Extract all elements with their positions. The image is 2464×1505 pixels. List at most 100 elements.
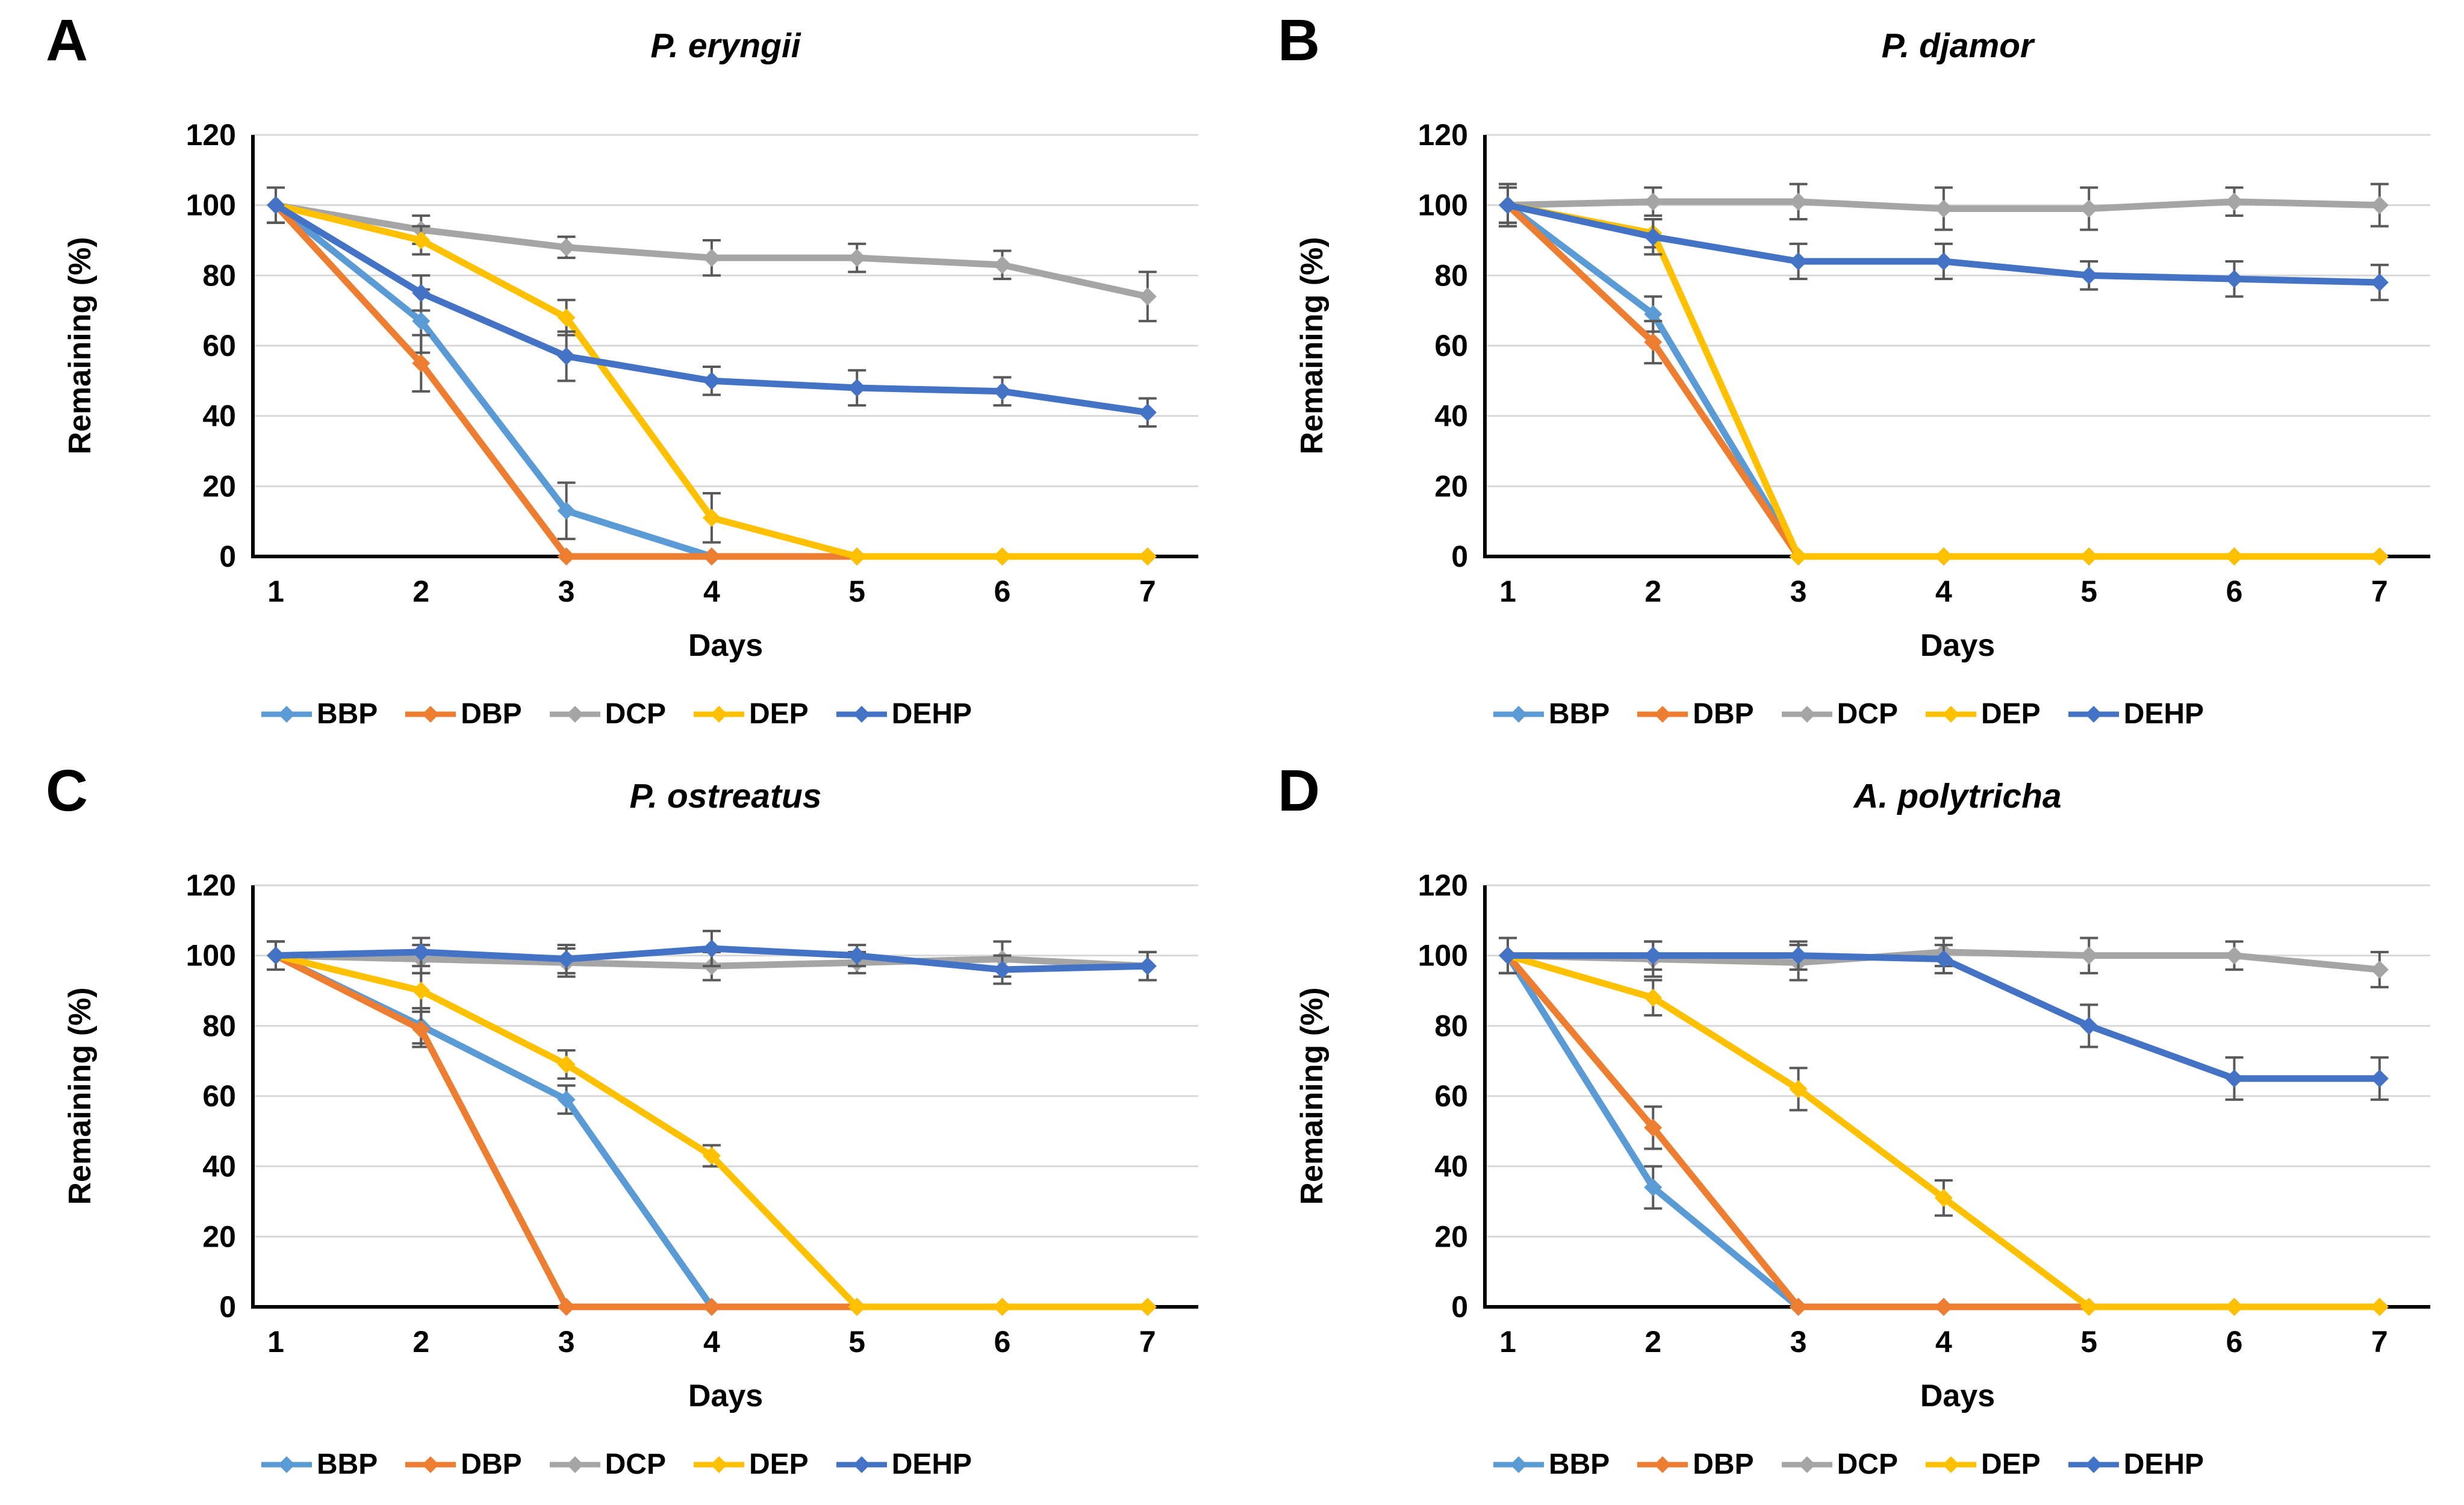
panel-letter: D (1278, 758, 1321, 823)
legend-item-dehp: DEHP (835, 1450, 972, 1479)
panel-b: B P. djamor 120 100 80 60 40 20 0 Remaining (%)… (1232, 8, 2464, 759)
y-tick-labels: 120 100 80 60 40 20 0 (186, 868, 236, 1324)
marker-diamond-icon (1138, 403, 1157, 422)
x-axis-title: Days (1920, 1379, 1995, 1413)
legend-item-dcp: DCP (549, 700, 666, 729)
legend-item-dep: DEP (692, 700, 809, 729)
marker-diamond-icon (1644, 1178, 1663, 1197)
error-bars (267, 940, 721, 1168)
legend-label: DBP (461, 698, 522, 730)
gridlines (253, 884, 1198, 1238)
marker-diamond-icon (2080, 1017, 2098, 1035)
marker-diamond-icon (2080, 946, 2098, 965)
legend-panel-a: BBP DBP DCP DE (0, 689, 1232, 759)
svg-text:2: 2 (412, 575, 429, 608)
legend-item-bbp: BBP (260, 1450, 378, 1479)
marker-diamond-icon (1138, 1298, 1157, 1316)
marker-diamond-icon (993, 1298, 1012, 1316)
svg-text:7: 7 (1139, 575, 1156, 608)
svg-text:100: 100 (1418, 189, 1468, 222)
svg-text:80: 80 (202, 1009, 236, 1042)
x-axis-title: Days (1920, 628, 1995, 663)
legend-label: BBP (1548, 1448, 1610, 1480)
chart-p-eryngii: 120 100 80 60 40 20 0 Remaining (%) 1 2 3 4 5 6 7 Days (63, 118, 1198, 663)
svg-text:20: 20 (1434, 469, 1468, 503)
legend-panel-d: BBP DBP DCP DE (1232, 1439, 2464, 1505)
y-axis-title: Remaining (%) (1295, 237, 1330, 454)
svg-text:1: 1 (267, 1325, 284, 1359)
legend-item-dbp: DBP (1636, 700, 1754, 729)
marker-diamond-icon (2080, 199, 2098, 218)
svg-text:6: 6 (994, 575, 1011, 608)
panel-letter: B (1278, 7, 1321, 73)
marker-diamond-icon (1789, 192, 1808, 211)
svg-text:0: 0 (219, 540, 236, 573)
legend-label: BBP (1548, 698, 1610, 730)
marker-diamond-icon (1789, 252, 1808, 270)
legend-marker-bbp-icon (1493, 1456, 1544, 1473)
legend-item-dehp: DEHP (2067, 1450, 2204, 1479)
marker-diamond-icon (848, 379, 866, 397)
legend-panel-b: BBP DBP DCP DE (1232, 689, 2464, 759)
y-tick-labels: 120 100 80 60 40 20 0 (186, 118, 236, 573)
panel-d: D A. polytricha 120 100 80 60 40 20 0 Remaining… (1232, 759, 2464, 1505)
marker-diamond-icon (1934, 1298, 1953, 1316)
svg-text:80: 80 (202, 258, 236, 292)
legend-item-bbp: BBP (260, 700, 378, 729)
legend-marker-bbp-icon (261, 1456, 312, 1473)
marker-diamond-icon (1789, 1080, 1808, 1098)
series-line (1504, 952, 2383, 1310)
panel-letter: C (46, 758, 89, 823)
svg-text:40: 40 (202, 1150, 236, 1183)
y-axis-title: Remaining (%) (63, 987, 98, 1204)
marker-diamond-icon (1499, 946, 1517, 965)
legend-marker-dbp-icon (1637, 1456, 1688, 1473)
legend-marker-dbp-icon (1637, 706, 1688, 723)
panel-d-header: D A. polytricha (1232, 759, 2464, 849)
marker-diamond-icon (557, 950, 576, 968)
panel-letter: A (46, 7, 89, 73)
svg-text:0: 0 (1451, 540, 1468, 573)
gridlines (1485, 134, 2430, 487)
svg-text:100: 100 (186, 939, 236, 973)
marker-diamond-icon (557, 547, 576, 566)
legend-label: DEHP (891, 698, 972, 730)
marker-diamond-icon (412, 1020, 431, 1039)
svg-text:3: 3 (558, 1325, 575, 1359)
svg-text:7: 7 (1139, 1325, 1156, 1359)
legend-item-dcp: DCP (1781, 1450, 1898, 1479)
legend-marker-dehp-icon (836, 706, 887, 723)
marker-diamond-icon (2370, 961, 2389, 979)
series-dehp (267, 929, 1157, 985)
marker-diamond-icon (848, 547, 866, 566)
legend-marker-dehp-icon (2068, 706, 2119, 723)
svg-text:2: 2 (412, 1325, 429, 1359)
panel-title: A. polytricha (1853, 777, 2062, 815)
chart-p-ostreatus: 120 100 80 60 40 20 0 Remaining (%) 1 2 3 4 5 6 7 Days (63, 868, 1198, 1413)
marker-diamond-icon (2225, 1069, 2244, 1088)
legend-label: DCP (1837, 1448, 1898, 1480)
series-line (272, 952, 1151, 1310)
marker-diamond-icon (412, 312, 431, 331)
legend-label: DEP (1980, 1448, 2041, 1480)
legend-item-dbp: DBP (1636, 1450, 1754, 1479)
series-dep (267, 940, 1157, 1316)
svg-text:60: 60 (202, 329, 236, 363)
panel-c-header: C P. ostreatus (0, 759, 1232, 849)
marker-diamond-icon (1138, 287, 1157, 306)
svg-text:6: 6 (2226, 1325, 2243, 1359)
legend-marker-dep-icon (1925, 1456, 1976, 1473)
marker-diamond-icon (1934, 1189, 1953, 1207)
marker-diamond-icon (557, 502, 576, 520)
svg-text:80: 80 (1434, 1009, 1468, 1042)
x-tick-labels: 1 2 3 4 5 6 7 (1499, 1325, 2388, 1359)
marker-diamond-icon (1644, 305, 1663, 323)
marker-diamond-icon (848, 249, 866, 267)
series-dehp (267, 186, 1157, 428)
legend-label: DEP (1980, 698, 2041, 730)
series-dehp (1499, 186, 2389, 302)
marker-diamond-icon (1499, 196, 1517, 214)
chart-a-polytricha: 120 100 80 60 40 20 0 Remaining (%) 1 2 3 4 5 6 7 Days (1295, 868, 2430, 1413)
svg-text:6: 6 (994, 1325, 1011, 1359)
chart-p-djamor: 120 100 80 60 40 20 0 Remaining (%) 1 2 3 4 5 6 7 Days (1295, 118, 2430, 663)
